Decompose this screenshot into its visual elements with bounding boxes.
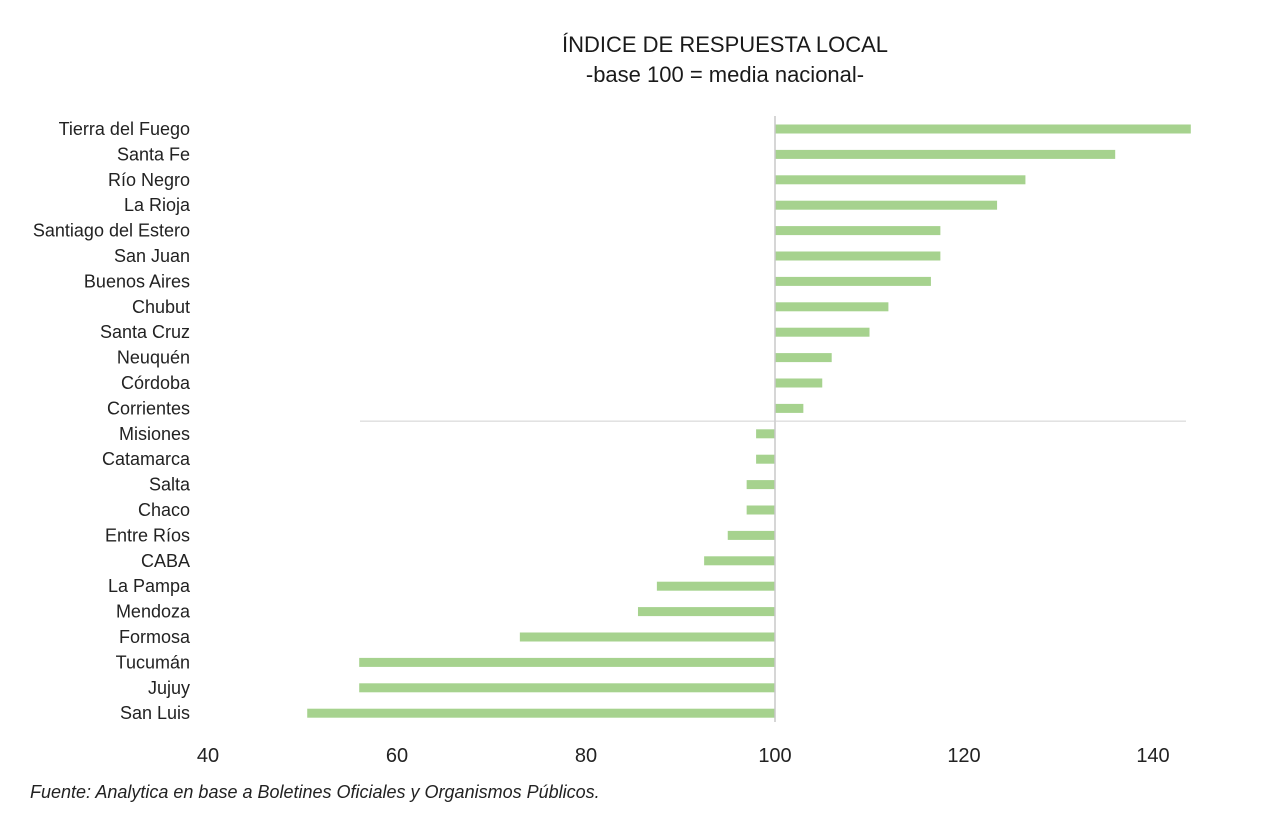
bar-santa-cruz (775, 327, 870, 337)
bar-santa-fe (775, 149, 1116, 159)
category-label: Tierra del Fuego (59, 119, 190, 139)
bar-jujuy (359, 683, 775, 693)
bar-santiago-del-estero (775, 226, 941, 236)
x-tick-label: 40 (197, 745, 219, 767)
bar-la-pampa (656, 581, 775, 591)
category-label: Salta (149, 475, 191, 495)
x-tick-label: 80 (575, 745, 597, 767)
category-label: San Luis (120, 703, 190, 723)
bar-mendoza (637, 607, 775, 617)
bar-neuquén (775, 353, 832, 363)
category-label: Mendoza (116, 602, 191, 622)
category-label: Santiago del Estero (33, 221, 190, 241)
category-label: Formosa (119, 627, 191, 647)
bar-la-rioja (775, 200, 998, 210)
category-label: Tucumán (116, 652, 190, 672)
category-label: La Rioja (124, 195, 191, 215)
bar-río-negro (775, 175, 1026, 185)
category-label: Jujuy (148, 678, 190, 698)
bar-catamarca (756, 454, 775, 464)
bar-chubut (775, 302, 889, 312)
chart-title: ÍNDICE DE RESPUESTA LOCAL (561, 32, 888, 57)
bar-caba (704, 556, 775, 566)
category-label: Chaco (138, 500, 190, 520)
category-label: CABA (141, 551, 190, 571)
bar-corrientes (775, 403, 804, 413)
x-tick-label: 120 (947, 745, 980, 767)
bar-córdoba (775, 378, 823, 388)
category-label: Misiones (119, 424, 190, 444)
bar-san-juan (775, 251, 941, 261)
x-tick-label: 140 (1136, 745, 1169, 767)
bar-formosa (519, 632, 775, 642)
category-label: Santa Cruz (100, 322, 190, 342)
category-label: Río Negro (108, 170, 190, 190)
category-label: Entre Ríos (105, 525, 190, 545)
source-note: Fuente: Analytica en base a Boletines Of… (30, 782, 600, 802)
bar-salta (746, 480, 775, 490)
bar-chaco (746, 505, 775, 515)
category-label: La Pampa (108, 576, 191, 596)
bar-tucumán (359, 657, 775, 667)
bar-tierra-del-fuego (775, 124, 1191, 134)
bar-buenos-aires (775, 276, 931, 286)
category-label: Catamarca (102, 449, 191, 469)
chart-subtitle: -base 100 = media nacional- (585, 62, 865, 87)
x-tick-label: 100 (758, 745, 791, 767)
category-label: Corrientes (107, 398, 190, 418)
category-label: Santa Fe (117, 144, 190, 164)
category-label: Buenos Aires (84, 271, 190, 291)
bar-entre-ríos (727, 530, 775, 540)
category-label: San Juan (114, 246, 190, 266)
category-label: Neuquén (117, 348, 190, 368)
category-label: Chubut (132, 297, 190, 317)
bar-misiones (756, 429, 775, 439)
bar-san-luis (307, 708, 775, 718)
category-label: Córdoba (121, 373, 191, 393)
x-tick-label: 60 (386, 745, 408, 767)
